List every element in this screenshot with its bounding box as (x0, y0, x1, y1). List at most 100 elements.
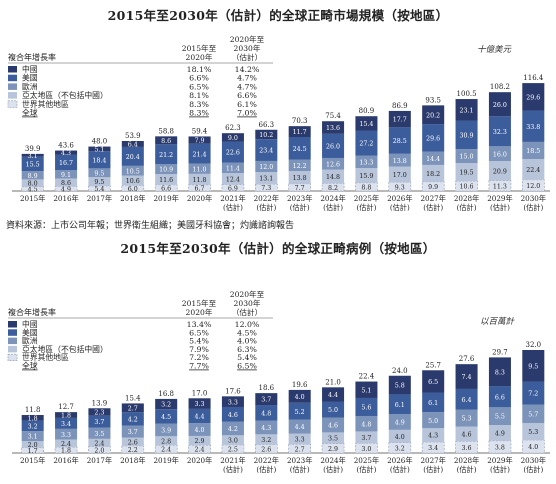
bar-segment-china (88, 408, 111, 416)
legend-label-rest: 世界其他地區 (22, 99, 69, 109)
bar-segment-china (522, 83, 545, 111)
data-label-rest: 9.3 (395, 184, 405, 191)
cagr-value-2015-2020: 7.2% (189, 353, 209, 362)
data-label-china: 4.4 (328, 392, 338, 399)
cagr-value-2020-2030: 6.3% (237, 345, 257, 354)
data-label-us: 30.9 (460, 132, 474, 139)
data-label-china: 3.2 (161, 402, 171, 409)
data-label-china: 4.3 (61, 150, 71, 157)
cagr-value-2015-2020: 18.1% (187, 65, 212, 74)
data-label-china: 6.4 (128, 142, 138, 149)
bar-segment-apac (21, 441, 44, 448)
data-label-us: 15.5 (26, 162, 40, 169)
data-label-apac: 19.5 (460, 170, 474, 177)
bar-segment-us (322, 401, 345, 418)
data-label-us: 22.6 (226, 150, 240, 157)
source-note: 資料來源：上市公司年報；世界衛生組織；美國牙科協會；灼識諮詢報告 (6, 221, 295, 231)
bar-total-label: 27.6 (459, 355, 475, 363)
legend-label-apac: 亞太地區（不包括中國） (22, 344, 108, 354)
bar-segment-europe (155, 423, 178, 437)
x-tick-label: (估計) (523, 465, 543, 474)
data-label-apac: 4.3 (428, 433, 438, 440)
cagr-value-2015-2020: 6.6% (189, 74, 209, 83)
data-label-rest: 9.9 (428, 184, 438, 191)
x-tick-label: (估計) (323, 203, 343, 212)
x-tick-label: (估計) (490, 465, 510, 474)
x-tick-label: (估計) (256, 203, 276, 212)
data-label-apac: 13.1 (259, 176, 273, 183)
x-tick-label: 2022年 (254, 456, 279, 465)
bar-segment-china (55, 150, 78, 155)
bar-segment-apac (522, 159, 545, 180)
cagr-value-2020-2030: 4.5% (237, 328, 257, 337)
bar-segment-apac (488, 161, 511, 181)
data-label-europe: 13.8 (393, 158, 407, 165)
bar-segment-europe (55, 428, 78, 440)
data-label-apac: 2.6 (128, 439, 138, 446)
cagr-value-2020-2030: 5.4% (237, 353, 257, 362)
bar-total-label: 24.0 (392, 367, 408, 375)
data-label-rest: 10.6 (460, 184, 474, 191)
data-label-apac: 22.4 (526, 167, 540, 174)
data-label-rest: 1.8 (61, 448, 71, 455)
data-label-china: 3.3 (195, 401, 205, 408)
data-label-us: 4.5 (161, 414, 171, 421)
x-tick-label: 2022年 (254, 194, 279, 203)
bar-segment-china (455, 364, 478, 389)
data-label-europe: 4.8 (361, 421, 371, 428)
bar-segment-china (88, 146, 111, 152)
bar-segment-apac (422, 164, 445, 182)
bar-segment-apac (322, 432, 345, 444)
bar-segment-europe (121, 425, 144, 438)
bar-total-label: 58.8 (158, 127, 174, 135)
data-label-china: 9.5 (528, 363, 538, 370)
unit-label: 以百萬計 (480, 316, 516, 327)
bar-segment-apac (455, 163, 478, 182)
bar-segment-china (255, 393, 278, 406)
data-label-apac: 17.0 (393, 172, 407, 179)
bar-total-label: 17.0 (192, 389, 208, 397)
bar-total-label: 93.5 (425, 96, 441, 104)
x-tick-label: 2020年 (187, 194, 212, 203)
bar-segment-us (155, 144, 178, 164)
data-label-rest: 3.8 (495, 444, 505, 451)
data-label-us: 18.4 (92, 157, 106, 164)
data-label-apac: 2.4 (61, 441, 71, 448)
data-label-apac: 9.5 (94, 179, 104, 186)
data-label-europe: 3.7 (128, 429, 138, 436)
data-label-china: 5.8 (395, 383, 405, 390)
bar-segment-us (55, 417, 78, 429)
data-label-rest: 2.7 (295, 446, 305, 453)
cagr-value-2020-2030: 6.1% (237, 100, 257, 109)
bar-total-label: 48.0 (92, 138, 108, 146)
data-label-europe: 4.9 (395, 420, 405, 427)
bar-segment-us (21, 156, 44, 172)
x-tick-label: (估計) (223, 465, 243, 474)
data-label-us: 27.2 (359, 141, 373, 148)
legend-swatch-apac (8, 92, 17, 99)
data-label-us: 23.4 (259, 148, 273, 155)
x-tick-label: 2020年 (187, 456, 212, 465)
cagr-value-2015-2020: 5.4% (189, 337, 209, 346)
data-label-rest: 4.5 (28, 187, 38, 194)
data-label-rest: 12.0 (526, 183, 540, 190)
data-label-china: 2.7 (128, 405, 138, 412)
bar-segment-china (522, 350, 545, 382)
data-label-china: 1.8 (61, 413, 71, 420)
bar-total-label: 21.0 (325, 378, 341, 386)
bar-segment-us (88, 415, 111, 428)
bar-segment-europe (488, 407, 511, 425)
data-label-us: 5.0 (328, 407, 338, 414)
data-label-apac: 4.0 (395, 434, 405, 441)
cagr-heading: 複合年增長率 (8, 52, 56, 62)
data-label-rest: 2.5 (228, 447, 238, 454)
data-label-apac: 11.8 (193, 177, 207, 184)
data-label-rest: 2.4 (195, 447, 205, 454)
data-label-apac: 12.4 (226, 176, 240, 183)
data-label-us: 3.7 (94, 419, 104, 426)
bar-segment-us (188, 408, 211, 424)
bar-segment-china (121, 403, 144, 413)
bar-segment-europe (155, 164, 178, 175)
data-label-us: 24.5 (293, 146, 307, 153)
